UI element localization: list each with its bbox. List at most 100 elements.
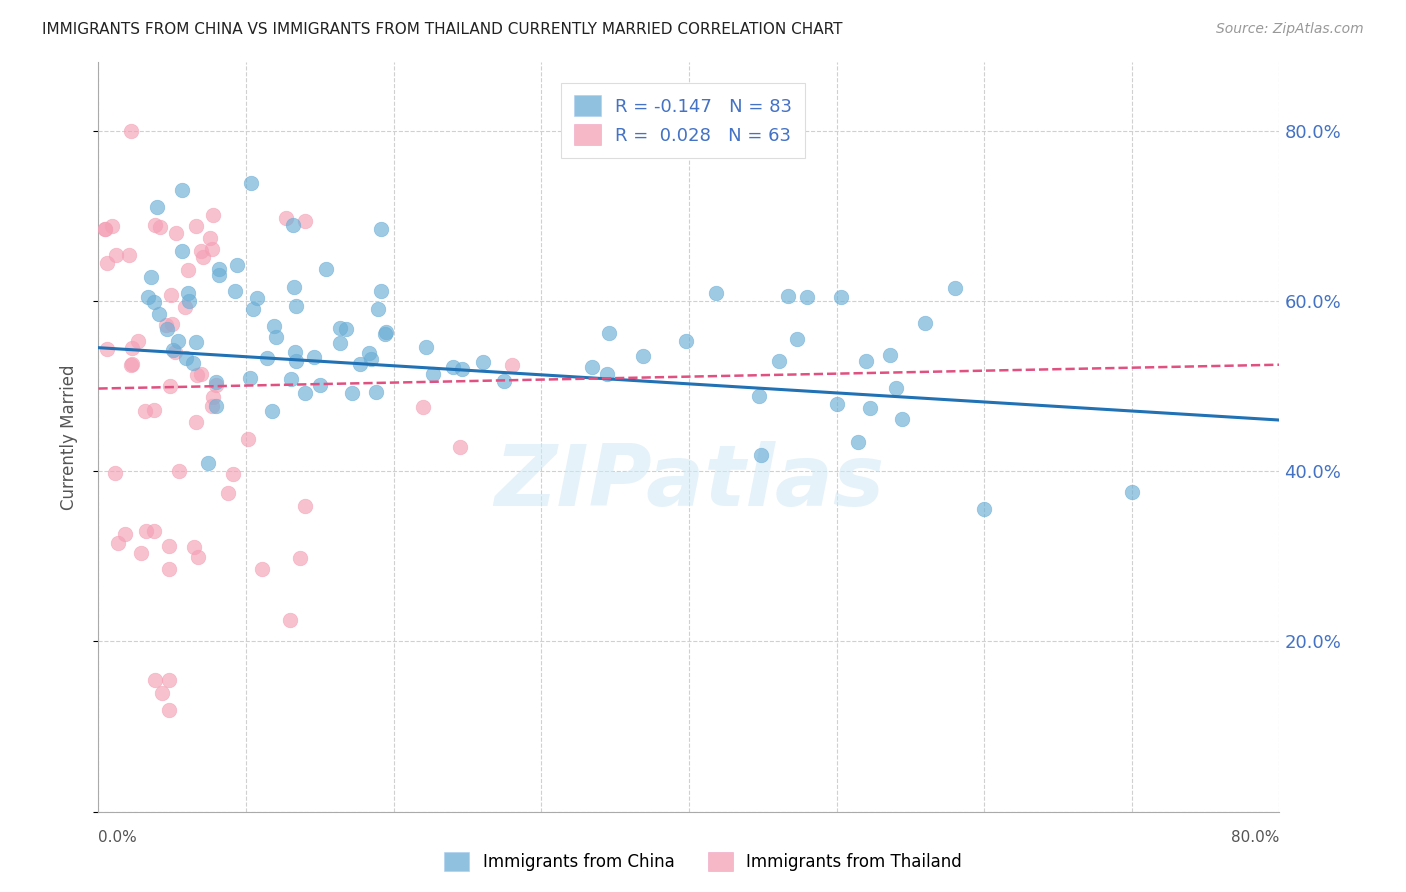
Point: [422, 368, 444, 382]
Point: [104, 248, 127, 262]
Point: [148, 306, 170, 320]
Point: [155, 318, 177, 332]
Point: [264, 329, 287, 343]
Point: [796, 290, 818, 304]
Point: [205, 399, 228, 413]
Point: [159, 379, 181, 393]
Point: [776, 289, 799, 303]
Point: [250, 562, 273, 576]
Point: [143, 218, 166, 232]
Point: [859, 401, 882, 416]
Point: [366, 384, 388, 399]
Point: [240, 176, 263, 190]
Point: [276, 211, 298, 226]
Point: [143, 295, 166, 310]
Text: IMMIGRANTS FROM CHINA VS IMMIGRANTS FROM THAILAND CURRENTLY MARRIED CORRELATION : IMMIGRANTS FROM CHINA VS IMMIGRANTS FROM…: [42, 22, 842, 37]
Point: [633, 350, 655, 364]
Point: [197, 456, 219, 470]
Point: [449, 440, 471, 454]
Point: [472, 354, 495, 368]
Point: [360, 351, 382, 366]
Point: [177, 285, 200, 300]
Point: [157, 702, 180, 716]
Point: [217, 486, 239, 500]
Point: [162, 343, 184, 357]
Point: [830, 290, 852, 304]
Point: [204, 376, 226, 390]
Point: [157, 673, 180, 687]
Point: [177, 293, 200, 308]
Point: [134, 403, 156, 417]
Point: [501, 358, 523, 372]
Point: [157, 539, 180, 553]
Point: [260, 404, 283, 418]
Point: [100, 219, 122, 234]
Point: [329, 336, 352, 351]
Point: [848, 435, 870, 450]
Point: [370, 222, 392, 236]
Point: [375, 325, 398, 339]
Point: [315, 262, 337, 277]
Point: [208, 262, 231, 277]
Point: [294, 499, 316, 513]
Point: [451, 362, 474, 376]
Point: [186, 219, 208, 233]
Point: [914, 316, 936, 330]
Point: [104, 466, 127, 480]
Point: [283, 280, 305, 294]
Point: [96, 342, 118, 356]
Point: [494, 374, 516, 388]
Point: [329, 321, 352, 335]
Point: [149, 219, 172, 234]
Point: [187, 550, 209, 565]
Point: [142, 403, 165, 417]
Point: [415, 340, 437, 354]
Point: [242, 302, 264, 317]
Point: [973, 502, 995, 516]
Point: [256, 351, 278, 366]
Point: [120, 358, 142, 372]
Point: [183, 540, 205, 554]
Point: [236, 432, 259, 446]
Point: [127, 334, 149, 348]
Point: [222, 467, 245, 482]
Point: [786, 332, 808, 346]
Point: [280, 372, 302, 386]
Point: [190, 244, 212, 258]
Text: 0.0%: 0.0%: [98, 830, 138, 845]
Point: [581, 360, 603, 375]
Y-axis label: Currently Married: Currently Married: [59, 364, 77, 510]
Point: [357, 346, 380, 360]
Point: [768, 354, 790, 368]
Point: [340, 386, 363, 401]
Point: [335, 322, 357, 336]
Point: [150, 685, 173, 699]
Point: [193, 251, 215, 265]
Point: [184, 415, 207, 429]
Point: [284, 345, 307, 359]
Point: [263, 318, 285, 333]
Point: [160, 288, 183, 302]
Point: [170, 244, 193, 258]
Point: [884, 381, 907, 395]
Point: [167, 464, 190, 478]
Point: [181, 356, 204, 370]
Point: [374, 326, 396, 341]
Point: [943, 280, 966, 294]
Point: [890, 412, 912, 426]
Point: [121, 357, 143, 371]
Point: [675, 334, 697, 348]
Point: [173, 300, 195, 314]
Point: [136, 290, 159, 304]
Point: [198, 231, 221, 245]
Point: [598, 326, 620, 340]
Point: [304, 351, 326, 365]
Point: [201, 399, 224, 413]
Point: [165, 227, 187, 241]
Point: [288, 550, 311, 565]
Text: ZIPatlas: ZIPatlas: [494, 441, 884, 524]
Point: [184, 334, 207, 349]
Point: [412, 401, 434, 415]
Point: [294, 213, 316, 227]
Point: [879, 348, 901, 362]
